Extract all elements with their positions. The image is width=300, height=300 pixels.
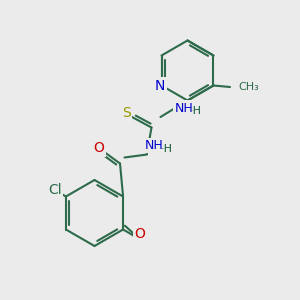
Text: NH: NH bbox=[145, 139, 164, 152]
Text: NH: NH bbox=[174, 101, 193, 115]
Text: ·H: ·H bbox=[160, 143, 172, 154]
Text: S: S bbox=[122, 106, 131, 120]
Text: Cl: Cl bbox=[48, 183, 62, 197]
Text: O: O bbox=[94, 142, 104, 155]
Text: O: O bbox=[94, 142, 104, 155]
Text: NH: NH bbox=[145, 139, 164, 152]
Text: O: O bbox=[134, 227, 146, 241]
Text: ·H: ·H bbox=[190, 106, 202, 116]
Text: Cl: Cl bbox=[48, 183, 62, 197]
Text: ·H: ·H bbox=[160, 143, 172, 154]
Text: O: O bbox=[134, 227, 146, 241]
Text: S: S bbox=[122, 106, 131, 120]
Text: ·H: ·H bbox=[190, 106, 202, 116]
Text: CH₃: CH₃ bbox=[238, 82, 259, 92]
Text: N: N bbox=[155, 79, 165, 92]
Text: NH: NH bbox=[174, 101, 193, 115]
Text: N: N bbox=[155, 79, 165, 92]
